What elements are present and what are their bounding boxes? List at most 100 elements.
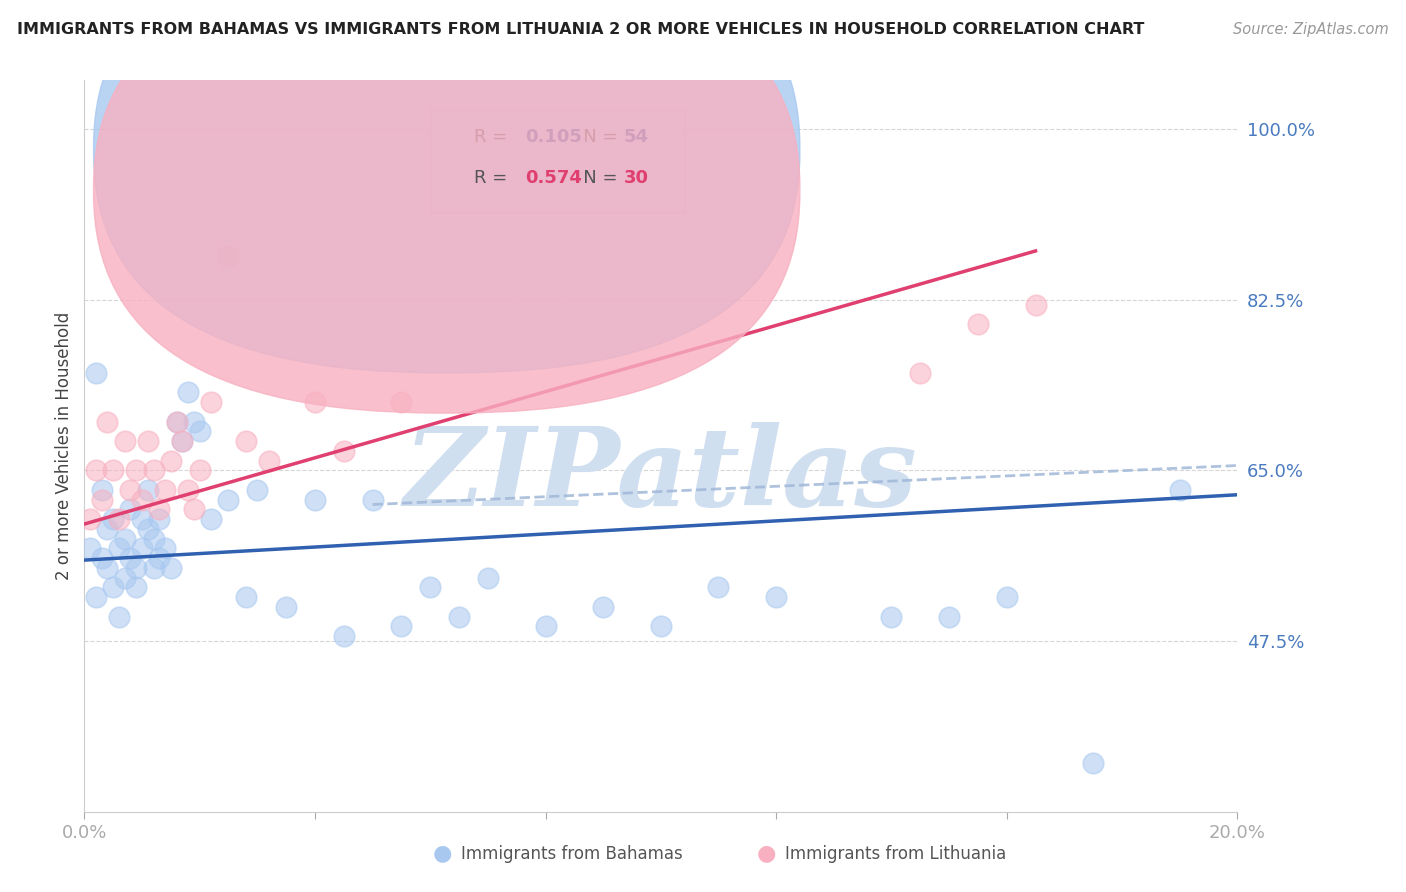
Text: ●: ● bbox=[433, 844, 453, 863]
Point bbox=[142, 561, 165, 575]
Point bbox=[153, 483, 176, 497]
Point bbox=[592, 599, 614, 614]
Text: N =: N = bbox=[567, 169, 623, 186]
Point bbox=[183, 502, 205, 516]
Point bbox=[120, 551, 142, 566]
Text: 30: 30 bbox=[624, 169, 650, 186]
Text: Immigrants from Bahamas: Immigrants from Bahamas bbox=[461, 846, 683, 863]
Point bbox=[96, 561, 118, 575]
Point bbox=[114, 434, 136, 449]
Point bbox=[136, 483, 159, 497]
Point bbox=[84, 366, 107, 380]
Point bbox=[160, 453, 183, 467]
Point bbox=[84, 463, 107, 477]
Point bbox=[419, 581, 441, 595]
Point bbox=[188, 463, 211, 477]
Point bbox=[120, 502, 142, 516]
Text: IMMIGRANTS FROM BAHAMAS VS IMMIGRANTS FROM LITHUANIA 2 OR MORE VEHICLES IN HOUSE: IMMIGRANTS FROM BAHAMAS VS IMMIGRANTS FR… bbox=[17, 22, 1144, 37]
Point bbox=[200, 512, 222, 526]
Point bbox=[177, 483, 200, 497]
Point bbox=[967, 317, 990, 331]
Point bbox=[79, 541, 101, 556]
Point bbox=[90, 551, 112, 566]
Point bbox=[333, 629, 356, 643]
Point bbox=[125, 561, 148, 575]
Point bbox=[910, 366, 932, 380]
Point bbox=[880, 609, 903, 624]
Point bbox=[183, 415, 205, 429]
Text: R =: R = bbox=[474, 128, 513, 146]
Point bbox=[160, 561, 183, 575]
Point bbox=[361, 492, 384, 507]
Point bbox=[148, 512, 170, 526]
Point bbox=[1025, 297, 1047, 311]
Point bbox=[188, 425, 211, 439]
Point bbox=[938, 609, 960, 624]
Text: 0.105: 0.105 bbox=[524, 128, 582, 146]
Point bbox=[1168, 483, 1191, 497]
Point bbox=[707, 581, 730, 595]
Point bbox=[79, 512, 101, 526]
FancyBboxPatch shape bbox=[94, 0, 800, 373]
Text: ZIPatlas: ZIPatlas bbox=[404, 422, 918, 529]
Point bbox=[136, 522, 159, 536]
Point bbox=[120, 483, 142, 497]
Text: N =: N = bbox=[567, 128, 623, 146]
Point bbox=[153, 541, 176, 556]
Point bbox=[246, 483, 269, 497]
Point bbox=[148, 502, 170, 516]
Point bbox=[276, 599, 298, 614]
Point bbox=[131, 492, 153, 507]
Point bbox=[142, 532, 165, 546]
FancyBboxPatch shape bbox=[94, 0, 800, 413]
Point bbox=[200, 395, 222, 409]
Point bbox=[177, 385, 200, 400]
Point bbox=[114, 532, 136, 546]
Point bbox=[90, 492, 112, 507]
Point bbox=[96, 522, 118, 536]
Y-axis label: 2 or more Vehicles in Household: 2 or more Vehicles in Household bbox=[55, 312, 73, 580]
Text: ●: ● bbox=[756, 844, 776, 863]
Point bbox=[1083, 756, 1105, 770]
Text: R =: R = bbox=[474, 169, 513, 186]
Point bbox=[148, 551, 170, 566]
Point bbox=[131, 512, 153, 526]
Point bbox=[103, 581, 124, 595]
Point bbox=[125, 581, 148, 595]
Point bbox=[235, 434, 257, 449]
Text: Immigrants from Lithuania: Immigrants from Lithuania bbox=[785, 846, 1005, 863]
Point bbox=[84, 590, 107, 604]
Point bbox=[304, 395, 326, 409]
Point bbox=[125, 463, 148, 477]
Point bbox=[391, 395, 413, 409]
Point bbox=[218, 249, 240, 263]
Point bbox=[172, 434, 194, 449]
Point bbox=[103, 463, 124, 477]
Text: Source: ZipAtlas.com: Source: ZipAtlas.com bbox=[1233, 22, 1389, 37]
Point bbox=[218, 492, 240, 507]
Point bbox=[995, 590, 1018, 604]
Point bbox=[257, 453, 280, 467]
Point bbox=[765, 590, 787, 604]
Point bbox=[650, 619, 672, 633]
Point bbox=[477, 571, 499, 585]
Point bbox=[108, 609, 131, 624]
Point bbox=[449, 609, 471, 624]
Point bbox=[391, 619, 413, 633]
Point bbox=[235, 590, 257, 604]
Point bbox=[304, 492, 326, 507]
Point bbox=[333, 443, 356, 458]
Point bbox=[90, 483, 112, 497]
Point bbox=[534, 619, 557, 633]
Point bbox=[131, 541, 153, 556]
Point bbox=[166, 415, 188, 429]
Point bbox=[103, 512, 124, 526]
Point bbox=[96, 415, 118, 429]
Point bbox=[142, 463, 165, 477]
Point bbox=[114, 571, 136, 585]
Point bbox=[172, 434, 194, 449]
Text: 54: 54 bbox=[624, 128, 650, 146]
Text: 0.574: 0.574 bbox=[524, 169, 582, 186]
Point bbox=[166, 415, 188, 429]
Point bbox=[136, 434, 159, 449]
